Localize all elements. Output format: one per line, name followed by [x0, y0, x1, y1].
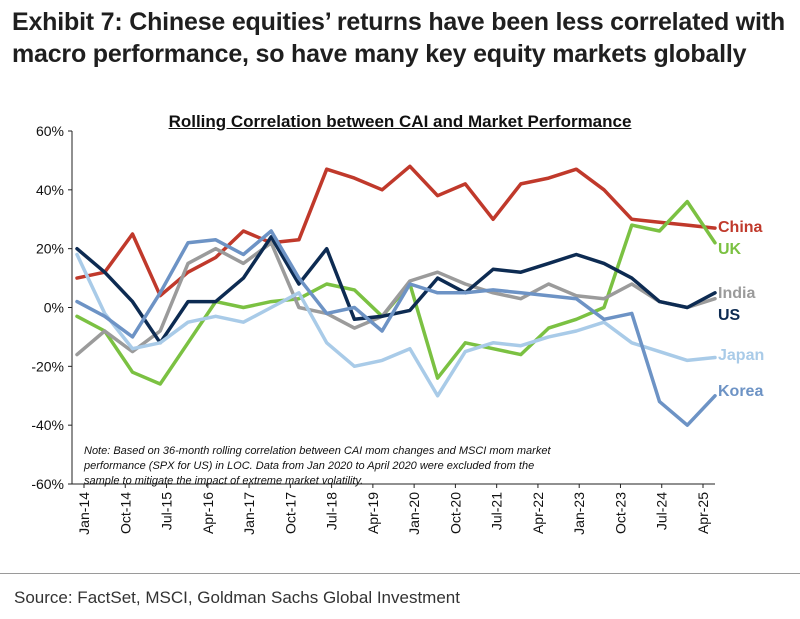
series-label-korea: Korea	[718, 383, 763, 400]
x-tick-label: Oct-20	[447, 492, 463, 534]
x-tick-label: Jan-23	[571, 492, 587, 535]
series-line-china	[75, 164, 717, 298]
series-label-uk: UK	[718, 241, 742, 258]
series-label-japan: Japan	[718, 347, 764, 364]
y-tick-label: 0%	[44, 300, 64, 316]
x-tick-label: Jul-24	[654, 492, 670, 530]
y-tick-label: -20%	[31, 358, 64, 374]
x-tick-label: Oct-17	[282, 492, 298, 534]
series-line-india	[75, 241, 717, 357]
series-line-uk	[75, 199, 717, 386]
x-tick-label: Jan-14	[76, 492, 92, 535]
x-tick-label: Apr-22	[530, 492, 546, 534]
chart-note: Note: Based on 36-month rolling correlat…	[84, 445, 551, 487]
series-label-india: India	[718, 285, 755, 302]
series-line-us	[75, 235, 717, 345]
chart-series	[75, 164, 717, 427]
chart-title: Rolling Correlation between CAI and Mark…	[168, 112, 632, 131]
y-tick-label: -40%	[31, 417, 64, 433]
x-tick-label: Oct-14	[117, 492, 133, 534]
y-tick-label: 60%	[36, 123, 64, 139]
x-tick-label: Oct-23	[612, 492, 628, 534]
series-labels: China UK India US Japan Korea	[718, 219, 764, 400]
x-tick-label: Jul-21	[489, 492, 505, 530]
exhibit-title: Exhibit 7: Chinese equities’ returns hav…	[12, 8, 785, 68]
x-tick-label: Apr-16	[200, 492, 216, 534]
source-text: Source: FactSet, MSCI, Goldman Sachs Glo…	[14, 588, 460, 607]
x-tick-label: Jan-17	[241, 492, 257, 535]
x-tick-label: Jul-18	[324, 492, 340, 530]
divider	[0, 573, 800, 574]
x-tick-label: Jan-20	[406, 492, 422, 535]
line-chart: 60% 40% 20% 0% -20% -40% -60% Jan-14 Oct-14 Jul-1…	[31, 123, 764, 535]
series-line-japan	[75, 252, 717, 398]
y-tick-label: 40%	[36, 182, 64, 198]
series-label-china: China	[718, 219, 763, 236]
x-tick-label: Jul-15	[159, 492, 175, 530]
series-label-us: US	[718, 307, 741, 324]
x-tick-label: Apr-19	[365, 492, 381, 534]
y-tick-label: 20%	[36, 241, 64, 257]
x-tick-label: Apr-25	[695, 492, 711, 534]
chart-axes: 60% 40% 20% 0% -20% -40% -60% Jan-14 Oct-14 Jul-1…	[31, 123, 715, 535]
series-line-korea	[75, 229, 717, 427]
y-tick-label: -60%	[31, 476, 64, 492]
